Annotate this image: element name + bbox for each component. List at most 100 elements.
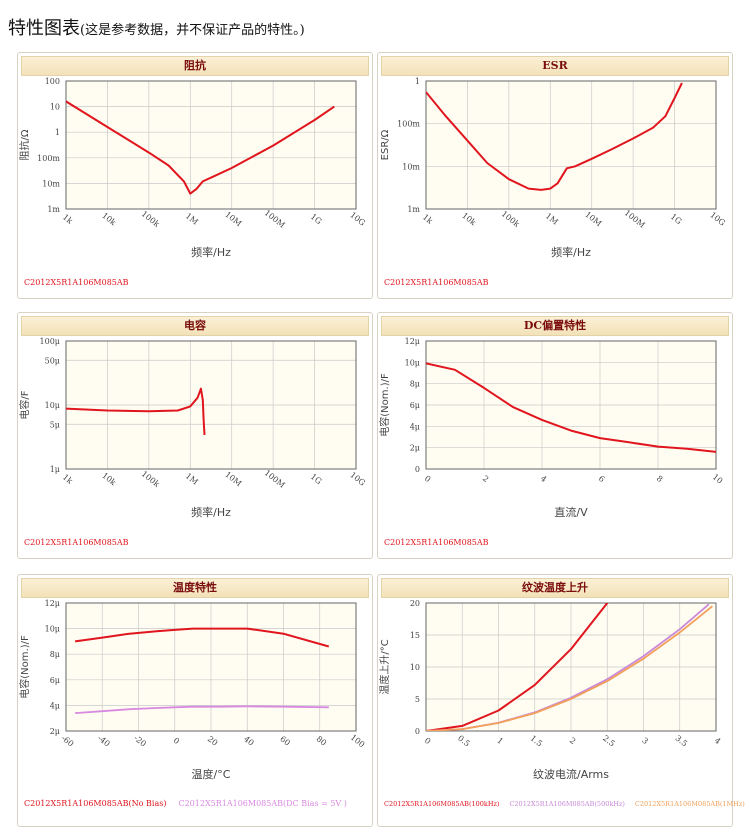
- x-tick-label: 0: [423, 736, 433, 746]
- y-tick-label: 4μ: [50, 701, 60, 710]
- chart-legend: C2012X5R1A106M085AB: [384, 538, 501, 547]
- x-tick-label: 10: [711, 472, 725, 485]
- series-line: [426, 603, 609, 731]
- page-title-text: 特性图表: [8, 18, 80, 39]
- x-tick-label: 100M: [623, 208, 647, 230]
- y-tick-label: 8μ: [50, 650, 60, 659]
- legend-entry: C2012X5R1A106M085AB(100kHz): [384, 800, 500, 808]
- legend-entry: C2012X5R1A106M085AB(DC Bias = 5V ): [178, 799, 347, 808]
- x-tick-label: 1: [495, 736, 505, 746]
- x-tick-label: 10k: [100, 471, 118, 487]
- x-tick-label: 100: [349, 733, 367, 750]
- chart-legend: C2012X5R1A106M085AB(No Bias) C2012X5R1A10…: [24, 799, 359, 808]
- y-tick-label: 12μ: [405, 337, 420, 346]
- series-line: [426, 362, 716, 453]
- x-tick-label: 4: [713, 736, 723, 746]
- series-line: [74, 627, 330, 648]
- impedance-chart: 1m 10m 100m 1 10 100 1k 10k 100k 1M 10M 100M 1G 10G 频率…: [18, 77, 367, 259]
- y-tick-label: 1: [55, 128, 60, 137]
- x-tick-label: 0.5: [456, 734, 472, 749]
- y-axis-label: 电容/F: [18, 390, 31, 419]
- y-tick-label: 50μ: [45, 356, 60, 365]
- y-tick-label: 0: [415, 465, 420, 474]
- y-tick-label: 20: [410, 599, 420, 608]
- x-axis-label: 温度/°C: [192, 767, 231, 781]
- legend-entry: C2012X5R1A106M085AB: [24, 278, 129, 287]
- y-tick-label: 6μ: [50, 676, 60, 685]
- y-axis-label: 阻抗/Ω: [18, 129, 31, 160]
- x-axis-label: 频率/Hz: [191, 245, 231, 259]
- x-tick-label: 1M: [184, 471, 200, 486]
- x-axis-label: 纹波电流/Arms: [533, 767, 609, 781]
- x-tick-label: 3: [640, 736, 650, 746]
- x-tick-label: 1G: [669, 212, 684, 226]
- plot-area: [425, 80, 717, 210]
- y-tick-label: 5: [415, 695, 420, 704]
- plot-border: [425, 80, 717, 210]
- chart-title: 纹波温度上升: [381, 578, 729, 598]
- legend-entry: C2012X5R1A106M085AB(1MHz): [634, 800, 745, 808]
- x-axis-label: 频率/Hz: [191, 505, 231, 519]
- y-tick-label: 10μ: [405, 358, 420, 367]
- legend-entry: C2012X5R1A106M085AB: [384, 538, 489, 547]
- chart-panel-esr: ESR 1m 10m 100m 1 1k 10k 100k 1M 10M 100M 1G 10G 频率/…: [377, 52, 733, 299]
- temperature-chart: 2μ 4μ 6μ 8μ 10μ 12μ -60 -40 -20 0 20 40 60 80 100 温度/°C…: [18, 599, 367, 781]
- x-axis-label: 频率/Hz: [551, 245, 591, 259]
- series-line: [66, 387, 206, 436]
- legend-entry: C2012X5R1A106M085AB: [24, 538, 129, 547]
- x-tick-label: 80: [315, 734, 329, 747]
- x-tick-label: -60: [60, 734, 76, 749]
- x-tick-label: 1.5: [529, 734, 545, 749]
- x-tick-label: 10M: [223, 470, 243, 488]
- x-tick-label: 1G: [309, 472, 324, 486]
- chart-legend: C2012X5R1A106M085AB: [384, 278, 501, 287]
- x-tick-label: 20: [206, 734, 220, 747]
- y-tick-label: 8μ: [410, 380, 420, 389]
- y-tick-label: 100m: [37, 154, 60, 163]
- chart-panel-dc-bias: DC偏置特性 0 2μ 4μ 6μ 8μ 10μ 12μ 0 2 4 6 8 10 直流/V 电容(Nom.…: [377, 312, 733, 559]
- x-tick-label: 100k: [140, 209, 162, 229]
- chart-title: DC偏置特性: [381, 316, 729, 336]
- y-tick-label: 10μ: [45, 401, 60, 410]
- plot-border: [425, 602, 717, 732]
- y-tick-label: 2μ: [410, 444, 420, 453]
- chart-legend: C2012X5R1A106M085AB: [24, 278, 141, 287]
- y-axis-label: 电容(Nom.)/F: [378, 373, 391, 437]
- x-tick-label: 10M: [223, 210, 243, 228]
- y-axis-label: 电容(Nom.)/F: [18, 635, 31, 699]
- chart-legend: C2012X5R1A106M085AB: [24, 538, 141, 547]
- x-tick-label: 10G: [348, 210, 367, 227]
- y-tick-label: 1m: [47, 205, 60, 214]
- x-axis-label: 直流/V: [554, 505, 588, 519]
- chart-panel-ripple: 纹波温度上升 0 5 10 15 20 0 0.5 1 1.5 2 2.5 3 3.5 4 纹波电流/Arm…: [377, 574, 745, 827]
- y-tick-label: 10μ: [45, 625, 60, 634]
- x-tick-label: 10G: [348, 470, 367, 487]
- y-tick-label: 4μ: [410, 422, 420, 431]
- capacitance-chart: 1μ 5μ 10μ 50μ 100μ 1k 10k 100k 1M 10M 100M 1G 10G 频率/…: [18, 337, 367, 519]
- page-title: 特性图表(这是参考数据，并不保证产品的特性。): [8, 14, 305, 40]
- x-tick-label: 0: [172, 736, 182, 746]
- x-tick-label: 10k: [460, 211, 478, 227]
- x-tick-label: 100M: [263, 208, 287, 230]
- x-tick-label: 100k: [500, 209, 522, 229]
- x-tick-label: 1k: [61, 212, 74, 225]
- legend-entry: C2012X5R1A106M085AB(No Bias): [24, 799, 167, 808]
- y-tick-label: 1μ: [50, 465, 60, 474]
- x-tick-label: 2: [568, 736, 578, 746]
- plot-border: [65, 340, 357, 470]
- y-tick-label: 2μ: [50, 727, 60, 736]
- y-axis-label: ESR/Ω: [380, 129, 391, 160]
- x-tick-label: 1M: [544, 211, 560, 226]
- chart-title: 阻抗: [21, 56, 369, 76]
- y-tick-label: 100: [45, 77, 60, 86]
- y-tick-label: 5μ: [50, 420, 60, 429]
- x-tick-label: 1k: [61, 472, 74, 485]
- y-tick-label: 10: [410, 663, 420, 672]
- series-line: [66, 100, 335, 195]
- plot-area: [65, 80, 357, 210]
- x-tick-label: 100k: [140, 469, 162, 489]
- x-tick-label: 6: [597, 474, 607, 484]
- x-tick-label: 2.5: [601, 734, 617, 749]
- chart-title: ESR: [381, 56, 729, 76]
- x-tick-label: 4: [539, 474, 549, 484]
